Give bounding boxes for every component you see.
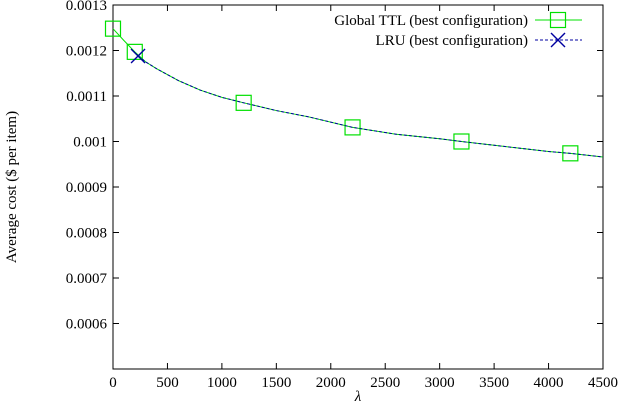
x-tick-label: 3000: [425, 375, 455, 391]
x-tick-label: 4500: [588, 375, 618, 391]
y-axis-ticks: 0.0006 0.0007 0.0008 0.0009 0.001 0.0011 0.001…: [66, 0, 603, 333]
y-tick-label: 0.0009: [66, 180, 107, 196]
data-point-square: [562, 145, 579, 162]
y-tick-label: 0.001: [73, 135, 107, 151]
x-tick-label: 500: [156, 375, 179, 391]
data-point-square: [104, 20, 122, 37]
y-axis-label: Average cost ($ per item): [4, 111, 20, 263]
data-point-x: [130, 48, 146, 64]
data-point-square: [235, 94, 252, 111]
x-tick-label: 3500: [479, 375, 509, 391]
series-layer: [104, 20, 604, 162]
data-point-x-stroke: [550, 32, 566, 48]
data-point-square: [453, 133, 470, 150]
data-point-square: [549, 11, 567, 29]
data-point-x: [550, 32, 566, 48]
y-tick-label: 0.0012: [66, 44, 107, 60]
series-line-global-ttl: [112, 28, 604, 158]
y-tick-label: 0.0007: [66, 271, 108, 287]
y-tick-label: 0.0011: [66, 89, 107, 105]
y-tick-label: 0.0013: [66, 0, 107, 14]
legend-entry-label: Global TTL (best configuration): [334, 13, 528, 29]
x-tick-label: 0: [109, 375, 117, 391]
x-axis-ticks: 0 500 1000 1500 2000 2500 3000 3500 4000 4500: [109, 5, 618, 391]
x-tick-label: 2000: [316, 375, 346, 391]
y-tick-label: 0.0008: [66, 226, 107, 242]
x-tick-label: 4000: [534, 375, 564, 391]
data-point-x-stroke: [130, 48, 146, 64]
x-tick-label: 1000: [207, 375, 237, 391]
x-tick-label: 1500: [261, 375, 291, 391]
x-tick-label: 2500: [370, 375, 400, 391]
legend-entry-label: LRU (best configuration): [376, 33, 528, 49]
data-point-square: [344, 119, 361, 136]
y-tick-label: 0.0006: [66, 317, 108, 333]
plot-frame: [112, 4, 604, 370]
series-line-lru: [137, 55, 604, 158]
x-axis-label: λ: [354, 389, 362, 405]
legend: Global TTL (best configuration) LRU (best…: [334, 11, 582, 49]
